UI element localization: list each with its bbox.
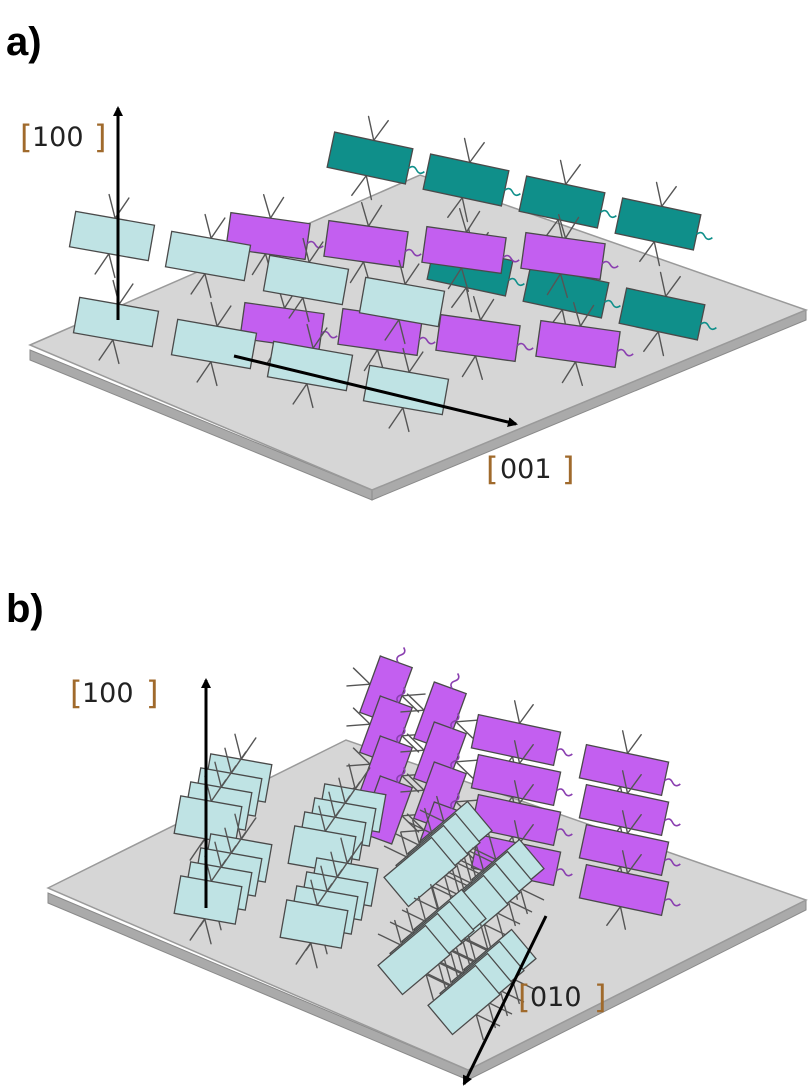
panel-a-axis-vertical-label: 100	[32, 122, 84, 153]
molecule-icon	[346, 687, 426, 765]
svg-text:[: [	[518, 978, 530, 1016]
molecule-icon	[578, 730, 681, 810]
panel-a-label: a)	[6, 20, 42, 64]
svg-text:[: [	[20, 118, 32, 156]
panel-b: b) [ 100 ] [ 010 ]	[6, 587, 808, 1086]
panel-a-axis-vertical: [ 100 ]	[20, 106, 123, 320]
molecule-icon	[323, 201, 422, 287]
molecule-icon	[618, 271, 717, 357]
molecule-icon	[279, 879, 349, 969]
panel-a-molecules	[68, 115, 717, 433]
svg-text:]: ]	[562, 450, 574, 488]
molecule-icon	[421, 207, 520, 293]
panel-b-axis-vertical: [ 100 ]	[70, 674, 211, 908]
molecule-icon	[173, 855, 243, 945]
molecule-icon	[520, 213, 619, 299]
molecule-icon	[383, 831, 457, 913]
molecule-icon	[358, 259, 446, 345]
panel-a-axis-horizontal: [ 001 ]	[233, 354, 574, 488]
svg-text:[: [	[486, 450, 498, 488]
molecule-icon	[535, 301, 634, 387]
molecule-icon	[262, 237, 350, 323]
molecule-icon	[326, 115, 425, 201]
molecule-icon	[578, 850, 681, 930]
panel-b-axis-depth: [ 010 ]	[462, 915, 606, 1086]
molecule-icon	[377, 919, 451, 1001]
svg-text:[: [	[70, 674, 82, 712]
molecule-icon	[68, 193, 156, 279]
molecule-icon	[400, 673, 480, 751]
svg-text:]: ]	[94, 118, 106, 156]
panel-b-axis-depth-label: 010	[530, 982, 582, 1013]
molecule-icon	[422, 137, 521, 223]
molecule-icon	[614, 181, 713, 267]
svg-text:]: ]	[594, 978, 606, 1016]
panel-a-axis-horizontal-label: 001	[500, 454, 552, 485]
molecule-icon	[518, 159, 617, 245]
panel-b-axis-vertical-label: 100	[82, 678, 134, 709]
molecule-icon	[164, 213, 252, 299]
molecule-icon	[72, 279, 160, 365]
panel-b-molecules	[173, 647, 681, 1041]
molecule-icon	[435, 295, 534, 381]
molecule-icon	[427, 959, 501, 1041]
panel-a: a) [ 100 ] [ 001 ]	[6, 20, 808, 501]
panel-b-label: b)	[6, 587, 44, 631]
molecule-icon	[470, 700, 573, 780]
svg-text:]: ]	[146, 674, 158, 712]
